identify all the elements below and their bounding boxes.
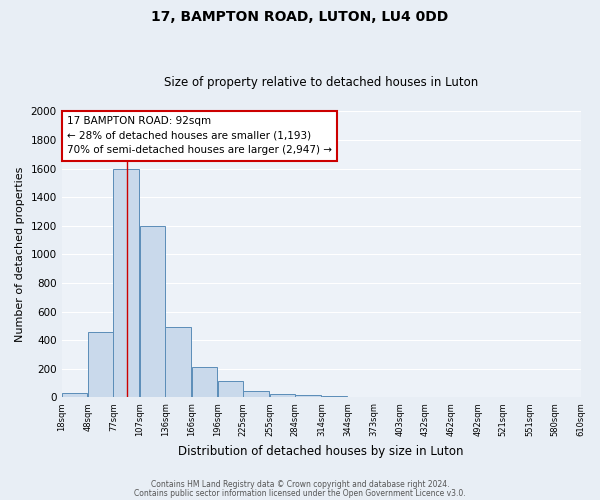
Bar <box>295 395 320 398</box>
Bar <box>62 393 87 398</box>
Bar <box>113 168 139 398</box>
Bar <box>88 332 113 398</box>
Bar <box>140 226 165 398</box>
Bar <box>191 368 217 398</box>
X-axis label: Distribution of detached houses by size in Luton: Distribution of detached houses by size … <box>178 444 464 458</box>
Title: Size of property relative to detached houses in Luton: Size of property relative to detached ho… <box>164 76 478 90</box>
Bar <box>270 394 295 398</box>
Bar <box>348 396 373 398</box>
Text: Contains HM Land Registry data © Crown copyright and database right 2024.: Contains HM Land Registry data © Crown c… <box>151 480 449 489</box>
Bar <box>218 381 244 398</box>
Text: Contains public sector information licensed under the Open Government Licence v3: Contains public sector information licen… <box>134 488 466 498</box>
Y-axis label: Number of detached properties: Number of detached properties <box>15 166 25 342</box>
Bar <box>322 396 347 398</box>
Bar <box>244 391 269 398</box>
Text: 17, BAMPTON ROAD, LUTON, LU4 0DD: 17, BAMPTON ROAD, LUTON, LU4 0DD <box>151 10 449 24</box>
Text: 17 BAMPTON ROAD: 92sqm
← 28% of detached houses are smaller (1,193)
70% of semi-: 17 BAMPTON ROAD: 92sqm ← 28% of detached… <box>67 116 332 156</box>
Bar <box>165 328 191 398</box>
